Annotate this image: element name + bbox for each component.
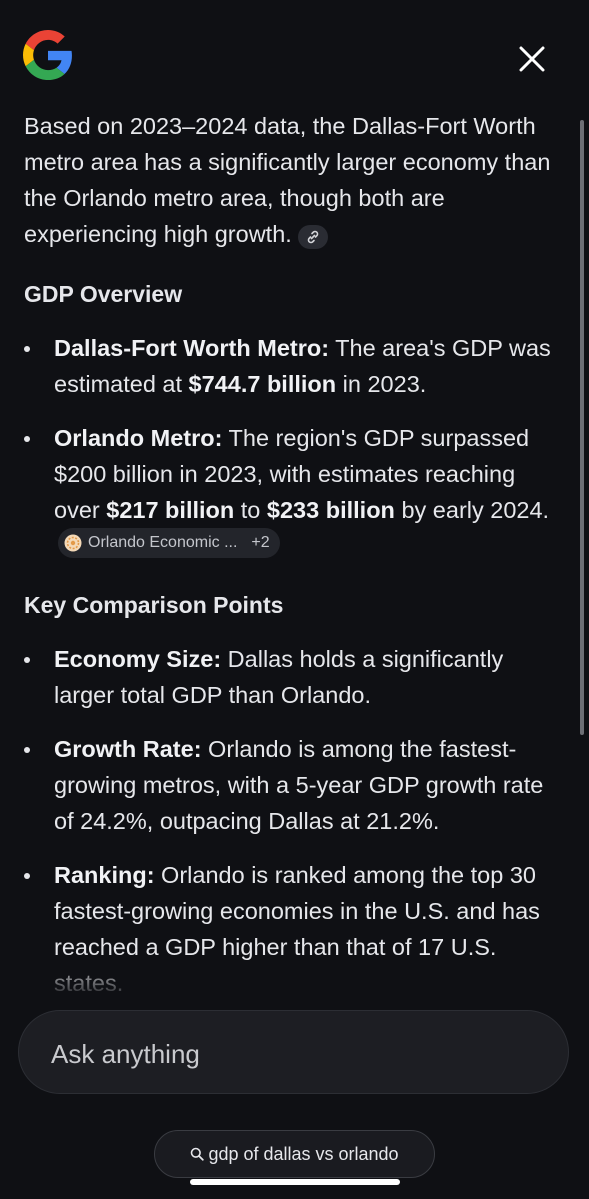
answer-content: Based on 2023–2024 data, the Dallas-Fort…	[24, 108, 566, 996]
home-indicator[interactable]	[190, 1179, 400, 1185]
key-comparison-list: Economy Size: Dallas holds a significant…	[24, 641, 566, 996]
orlando-economic-favicon-icon	[64, 534, 82, 552]
list-item: Economy Size: Dallas holds a significant…	[24, 641, 566, 713]
source-link-button[interactable]	[297, 225, 328, 249]
source-more-count: +2	[251, 534, 270, 551]
intro-paragraph: Based on 2023–2024 data, the Dallas-Fort…	[24, 108, 566, 252]
close-icon	[519, 46, 545, 72]
section-heading-gdp-overview: GDP Overview	[24, 281, 183, 307]
search-icon	[191, 1147, 205, 1161]
content-fade	[0, 960, 589, 1000]
source-chip-orlando-economic[interactable]: Orlando Economic ... +2	[58, 528, 280, 558]
intro-text: Based on 2023–2024 data, the Dallas-Fort…	[24, 113, 551, 247]
ask-box[interactable]	[18, 1010, 569, 1094]
source-name: Orlando Economic ...	[88, 534, 238, 551]
header	[0, 0, 589, 110]
close-button[interactable]	[512, 39, 552, 79]
google-g-icon[interactable]	[23, 30, 73, 80]
list-item: Growth Rate: Orlando is among the fastes…	[24, 731, 566, 839]
list-item: Dallas-Fort Worth Metro: The area's GDP …	[24, 330, 566, 402]
search-query-pill[interactable]: gdp of dallas vs orlando	[154, 1130, 435, 1178]
gdp-overview-list: Dallas-Fort Worth Metro: The area's GDP …	[24, 330, 566, 565]
section-heading-key-comparison: Key Comparison Points	[24, 592, 284, 618]
search-query-text: gdp of dallas vs orlando	[208, 1143, 399, 1164]
scrollbar[interactable]	[580, 120, 584, 735]
ask-input[interactable]	[49, 1031, 533, 1077]
link-icon	[307, 230, 319, 244]
list-item: Orlando Metro: The region's GDP surpasse…	[24, 420, 566, 565]
